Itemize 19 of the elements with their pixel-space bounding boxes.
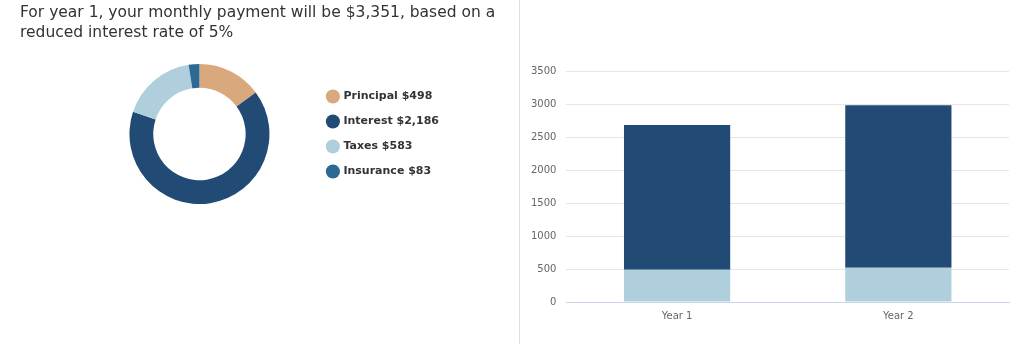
y-tick-label: 3500: [531, 64, 557, 76]
legend-label: Interest $2,186: [343, 114, 440, 128]
y-tick-label: 0: [550, 295, 557, 307]
y-tick-label: 2000: [531, 163, 557, 175]
bar: [845, 267, 952, 302]
legend-label: Taxes $583: [343, 139, 413, 153]
bar: [845, 105, 952, 268]
y-tick-label: 3000: [531, 97, 557, 109]
bar: [623, 125, 731, 270]
y-tick-label: 2500: [531, 130, 557, 142]
x-tick-label: Year 1: [660, 309, 693, 321]
y-tick-label: 500: [537, 262, 557, 274]
legend-label: Insurance $83: [343, 164, 432, 178]
x-tick-label: Year 2: [882, 309, 914, 321]
y-tick-label: 1000: [531, 229, 557, 241]
bar: [623, 269, 731, 302]
y-tick-label: 1500: [531, 196, 557, 208]
chart-title: For year 1, your monthly payment will be $3,351, based on a reduced interest rate of 5%: [20, 2, 497, 42]
legend-label: Principal $498: [343, 89, 433, 103]
